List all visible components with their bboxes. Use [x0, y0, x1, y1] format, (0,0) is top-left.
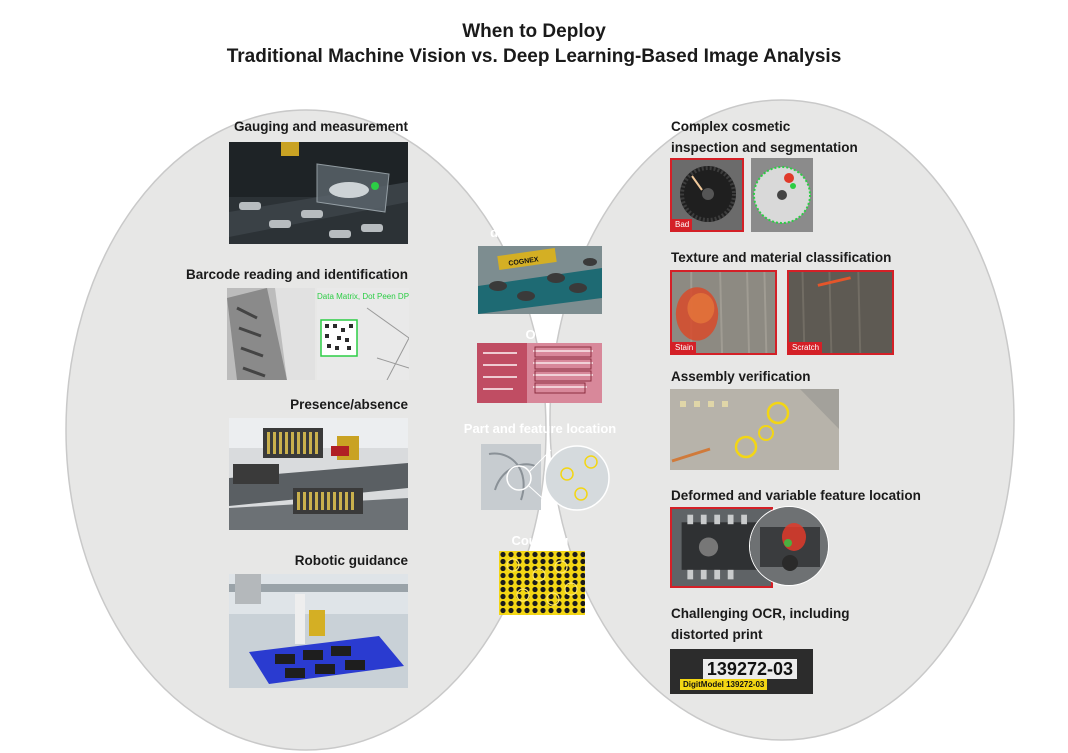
cosmetic-label-line-1: Complex cosmetic [671, 119, 791, 134]
cosmetic-image-segmented [751, 158, 813, 232]
ocr-print-text: 139272-03 [702, 659, 797, 679]
part-location-image [481, 440, 611, 512]
counting-image [499, 551, 585, 615]
barcode-label: Barcode reading and identification [185, 267, 408, 282]
presence-image [229, 418, 408, 530]
part-location-label: Part and feature location [463, 421, 617, 436]
inspection-label-line-1: Inspection and [494, 205, 586, 220]
gauging-image [229, 142, 408, 244]
robotic-image [229, 574, 408, 688]
gauging-label: Gauging and measurement [233, 119, 408, 134]
ocr-result-sticker: DigitModel 139272-03 [680, 679, 768, 690]
inspection-image: COGNEX [478, 246, 602, 314]
challenging-ocr-image: 139272-03 DigitModel 139272-03 [670, 649, 813, 694]
ocr-label: OCR [525, 327, 555, 342]
texture-image-scratch: Scratch [787, 270, 894, 355]
presence-label: Presence/absence [290, 397, 408, 412]
assembly-image [670, 389, 839, 470]
challenging-ocr-label-line-1: Challenging OCR, including [671, 606, 850, 621]
barcode-overlay-text: Data Matrix, Dot Peen DPM [317, 292, 409, 301]
title-line-2: Traditional Machine Vision vs. Deep Lear… [226, 46, 842, 67]
texture-image-stain: Stain [670, 270, 777, 355]
deformed-label: Deformed and variable feature location [671, 488, 921, 503]
brand-text: COGNEX [508, 256, 539, 267]
assembly-label: Assembly verification [671, 369, 811, 384]
stain-tag: Stain [672, 342, 697, 353]
bad-tag: Bad [672, 219, 693, 230]
scratch-tag: Scratch [789, 342, 823, 353]
barcode-image: Data Matrix, Dot Peen DPM [227, 288, 409, 380]
texture-label: Texture and material classification [671, 250, 892, 265]
robotic-label: Robotic guidance [294, 553, 408, 568]
cosmetic-image-bad: Bad [670, 158, 744, 232]
cosmetic-label-line-2: inspection and segmentation [671, 140, 858, 155]
title-line-1: When to Deploy [462, 21, 606, 42]
inspection-label-line-2: defect detection [490, 225, 590, 240]
challenging-ocr-label-line-2: distorted print [671, 627, 763, 642]
ocr-image [477, 343, 602, 403]
counting-label: Counting [511, 533, 569, 548]
deformed-zoom-image [749, 506, 829, 586]
